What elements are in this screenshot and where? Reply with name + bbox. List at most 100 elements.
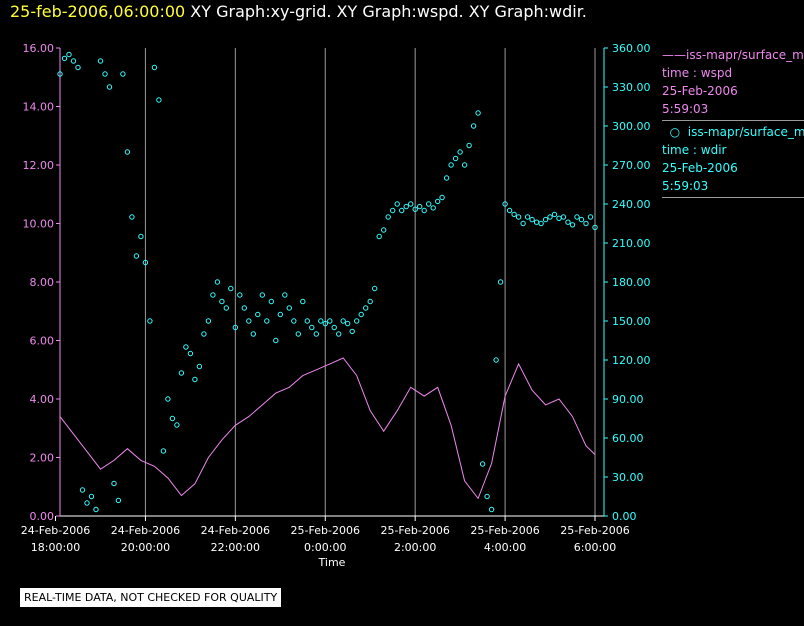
wdir-point [183, 344, 189, 350]
wdir-point [475, 110, 481, 116]
wdir-point [192, 376, 198, 383]
legend-wdir-date: 25-Feb-2006 [662, 161, 738, 175]
left-tick-label: 6.00 [30, 335, 55, 348]
wdir-point [237, 292, 243, 298]
wdir-point [187, 350, 194, 357]
x-tick-time: 22:00:00 [211, 541, 260, 554]
legend-wdir-field: time : wdir [662, 143, 727, 157]
right-tick-label: 60.00 [612, 432, 644, 445]
legend-line-icon: —— [662, 48, 686, 62]
wdir-point [520, 220, 526, 227]
wdir-point [592, 224, 598, 231]
wdir-point [205, 318, 212, 324]
x-tick-date: 24-Feb-2006 [201, 524, 270, 537]
wdir-point [160, 448, 167, 454]
left-tick-label: 2.00 [30, 452, 55, 465]
x-tick-time: 18:00:00 [31, 541, 80, 554]
wdir-point [84, 500, 90, 506]
wdir-point [515, 214, 522, 220]
wdir-point [367, 298, 373, 305]
wdir-point [529, 216, 535, 223]
wdir-point [470, 123, 477, 129]
right-tick-label: 90.00 [612, 393, 644, 406]
wdir-point [461, 162, 468, 168]
wdir-point [340, 318, 346, 324]
wdir-point [372, 285, 378, 292]
x-tick-date: 25-Feb-2006 [470, 524, 539, 537]
wdir-point [241, 305, 248, 311]
left-tick-label: 8.00 [30, 276, 55, 289]
wdir-point [524, 214, 531, 220]
wdir-point [327, 318, 333, 324]
wdir-point [277, 311, 283, 318]
wdir-point [273, 337, 279, 344]
wdir-point [178, 370, 185, 376]
wdir-point [286, 305, 292, 311]
x-tick-date: 25-Feb-2006 [291, 524, 360, 537]
wdir-point [390, 207, 396, 214]
wdir-point [93, 506, 99, 513]
wdir-point [313, 331, 319, 337]
x-tick-date: 24-Feb-2006 [111, 524, 180, 537]
wdir-point [268, 298, 274, 305]
wdir-point [412, 206, 418, 212]
wdir-point [147, 318, 153, 324]
chart-header: 25-feb-2006,06:00:00 XY Graph:xy-grid. X… [10, 2, 587, 21]
wdir-point [488, 506, 495, 513]
wdir-point [363, 305, 369, 311]
wdir-point [79, 487, 86, 493]
wdir-point [457, 149, 463, 155]
wdir-point [133, 253, 140, 259]
wdir-point [336, 331, 342, 337]
wdir-point [259, 292, 265, 298]
wdir-point [300, 298, 306, 305]
left-tick-label: 12.00 [23, 159, 55, 172]
wdir-point [565, 219, 571, 225]
right-tick-label: 270.00 [612, 159, 651, 172]
wdir-point [165, 396, 171, 402]
wdir-point [448, 162, 454, 168]
header-timestamp: 25-feb-2006,06:00:00 [10, 2, 186, 21]
wdir-point [385, 214, 391, 220]
wdir-point [151, 64, 158, 71]
wdir-point [264, 318, 270, 324]
x-axis-label: Time [318, 556, 346, 569]
wdir-point [102, 71, 108, 77]
wdir-point [246, 318, 252, 324]
wdir-point [452, 155, 459, 162]
x-tick-time: 4:00:00 [484, 541, 526, 554]
right-tick-label: 210.00 [612, 237, 651, 250]
x-tick-date: 25-Feb-2006 [560, 524, 629, 537]
wdir-point [408, 201, 414, 207]
wdir-point [88, 493, 95, 500]
wdir-point [376, 233, 382, 240]
wdir-point [349, 328, 355, 335]
wdir-point [511, 211, 517, 218]
legend-wspd-series: iss-mapr/surface_m [686, 48, 804, 62]
wdir-point [484, 493, 490, 500]
wdir-point [560, 214, 567, 220]
left-tick-label: 14.00 [23, 101, 55, 114]
legend: ——iss-mapr/surface_m time : wspd 25-Feb-… [662, 46, 804, 200]
wdir-point [214, 279, 221, 285]
left-tick-label: 10.00 [23, 218, 55, 231]
wdir-point [250, 331, 257, 337]
wdir-point [479, 461, 486, 467]
wdir-point [569, 222, 576, 228]
wdir-point [394, 201, 400, 207]
wdir-point [120, 71, 126, 77]
wdir-point [255, 311, 261, 318]
wdir-point [345, 320, 351, 327]
legend-wspd-date: 25-Feb-2006 [662, 84, 738, 98]
wdir-point [291, 318, 297, 324]
wdir-point [435, 198, 441, 205]
wdir-point [219, 298, 225, 305]
wdir-point [75, 64, 81, 71]
legend-wspd: ——iss-mapr/surface_m time : wspd 25-Feb-… [662, 46, 804, 121]
right-tick-label: 150.00 [612, 315, 651, 328]
wdir-point [97, 58, 104, 64]
wdir-point [129, 214, 135, 220]
wdir-point [138, 233, 144, 240]
wdir-point [228, 285, 234, 292]
